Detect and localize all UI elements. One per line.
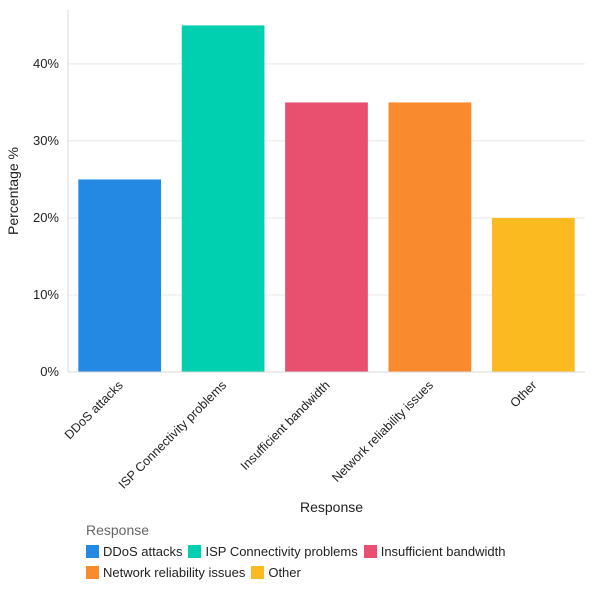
x-tick-label: Network reliability issues bbox=[329, 378, 436, 485]
bar bbox=[491, 217, 575, 372]
legend-item[interactable]: Insufficient bandwidth bbox=[363, 544, 506, 559]
y-tick-label: 30% bbox=[33, 133, 59, 148]
x-tick-label: ISP Connectivity problems bbox=[116, 378, 229, 491]
legend-item[interactable]: ISP Connectivity problems bbox=[188, 544, 358, 559]
bars-layer bbox=[78, 25, 575, 372]
legend-items: DDoS attacks ISP Connectivity problems Ins… bbox=[86, 544, 526, 580]
legend-item[interactable]: Network reliability issues bbox=[86, 565, 245, 580]
legend-item[interactable]: Other bbox=[251, 565, 301, 580]
legend-swatch bbox=[188, 545, 202, 558]
legend-title: Response bbox=[86, 522, 150, 538]
y-tick-label: 40% bbox=[33, 56, 59, 71]
legend-label: ISP Connectivity problems bbox=[205, 544, 358, 559]
legend-label: Insufficient bandwidth bbox=[380, 544, 506, 559]
y-tick-label: 20% bbox=[33, 210, 59, 225]
bar bbox=[78, 179, 162, 372]
y-tick-labels: 0% 10% 20% 30% 40% bbox=[33, 56, 59, 379]
legend-swatch bbox=[251, 566, 265, 579]
x-axis-title: Response bbox=[300, 499, 363, 515]
x-tick-label: Insufficient bandwidth bbox=[238, 378, 333, 473]
legend-label: Network reliability issues bbox=[103, 565, 246, 580]
bar bbox=[388, 102, 472, 372]
y-axis-title: Percentage % bbox=[5, 147, 21, 235]
legend-swatch bbox=[363, 545, 377, 558]
legend: Response DDoS attacks ISP Connectivity pr… bbox=[86, 522, 586, 580]
bar bbox=[285, 102, 368, 372]
legend-item[interactable]: DDoS attacks bbox=[86, 544, 182, 559]
bar bbox=[181, 25, 265, 372]
legend-swatch bbox=[86, 566, 99, 579]
legend-label: DDoS attacks bbox=[103, 544, 183, 559]
legend-swatch bbox=[86, 545, 99, 558]
x-tick-label: Other bbox=[507, 378, 539, 410]
legend-label: Other bbox=[268, 565, 301, 580]
x-tick-label: DDoS attacks bbox=[62, 378, 126, 442]
y-tick-label: 10% bbox=[33, 287, 59, 302]
y-tick-label: 0% bbox=[40, 364, 59, 379]
